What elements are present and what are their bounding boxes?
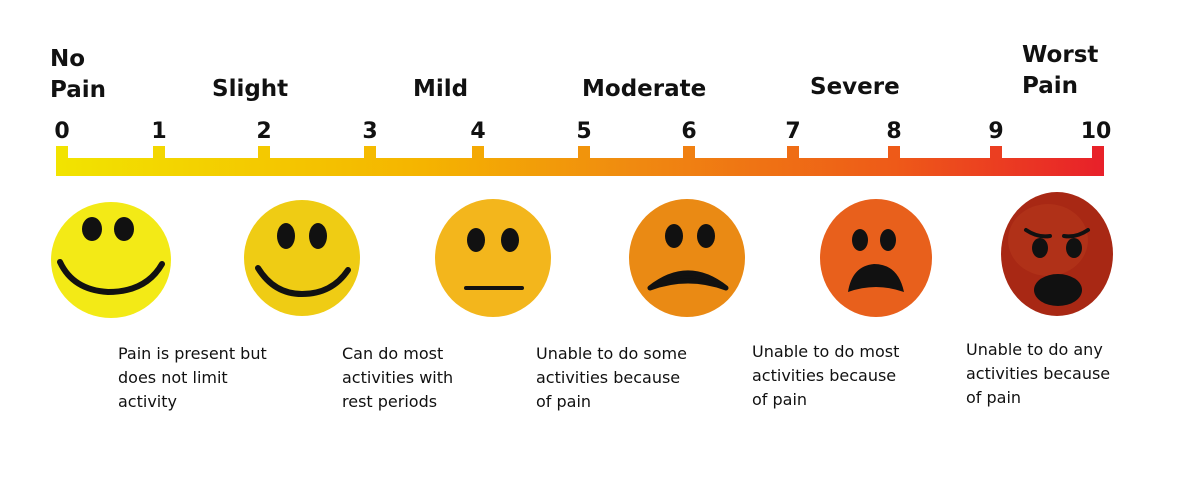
eyebrow-left xyxy=(1024,228,1052,239)
eye-right xyxy=(309,223,327,249)
scale-tick-1 xyxy=(153,146,165,160)
neutral-face xyxy=(435,199,551,317)
level-label-line: Pain xyxy=(50,77,107,103)
eye-right xyxy=(697,224,715,248)
scale-tick-6 xyxy=(683,146,695,160)
eye-left xyxy=(467,228,485,252)
face-shade xyxy=(1008,204,1088,276)
eye-left xyxy=(665,224,683,248)
mouth xyxy=(1034,274,1082,306)
face-circle xyxy=(435,199,551,317)
scale-tick-0 xyxy=(56,146,68,160)
level-label-line: Pain xyxy=(1022,73,1079,99)
scale-number-6: 6 xyxy=(681,119,697,144)
eye-left xyxy=(82,217,102,241)
level-label-no-pain: No Pain xyxy=(50,44,106,106)
description-line: activities because xyxy=(752,366,897,385)
frown-face xyxy=(629,199,745,317)
scale-number-8: 8 xyxy=(886,119,902,144)
description-line: of pain xyxy=(966,388,1022,407)
scale-bar xyxy=(56,158,1104,176)
scale-number-9: 9 xyxy=(988,119,1004,144)
description-line: activities because xyxy=(536,368,681,387)
description-line: Unable to do some xyxy=(536,344,687,363)
mouth xyxy=(647,270,729,291)
scale-number-7: 7 xyxy=(785,119,801,144)
scale-number-5: 5 xyxy=(576,119,592,144)
scale-tick-5 xyxy=(578,146,590,160)
mouth xyxy=(57,259,165,296)
eye-left xyxy=(1032,238,1048,258)
level-label-line: No xyxy=(50,46,86,72)
scale-tick-8 xyxy=(888,146,900,160)
eye-right xyxy=(114,217,134,241)
smile-big-face xyxy=(51,202,171,318)
description-slight: Pain is present but does not limit activ… xyxy=(118,342,267,414)
description-line: activities with xyxy=(342,368,454,387)
scale-number-2: 2 xyxy=(256,119,272,144)
description-line: activities because xyxy=(966,364,1111,383)
eye-right xyxy=(1066,238,1082,258)
level-label-severe: Severe xyxy=(810,74,900,100)
description-worst: Unable to do any activities because of p… xyxy=(966,338,1110,410)
scale-tick-3 xyxy=(364,146,376,160)
description-severe: Unable to do most activities because of … xyxy=(752,340,899,412)
description-line: Unable to do any xyxy=(966,340,1103,359)
scale-ticks xyxy=(56,146,1104,160)
scale-tick-9 xyxy=(990,146,1002,160)
level-label-mild: Mild xyxy=(413,76,469,102)
eye-left xyxy=(277,223,295,249)
crying-face xyxy=(1001,192,1113,316)
mouth xyxy=(255,265,351,298)
sad-face xyxy=(820,199,932,317)
eye-right xyxy=(501,228,519,252)
description-line: activity xyxy=(118,392,177,411)
scale-tick-7 xyxy=(787,146,799,160)
description-line: of pain xyxy=(536,392,592,411)
level-label-moderate: Moderate xyxy=(582,76,707,102)
description-line: Can do most xyxy=(342,344,444,363)
scale-number-10: 10 xyxy=(1080,119,1112,144)
level-label-worst-pain: Worst Pain xyxy=(1022,40,1098,102)
description-line: does not limit xyxy=(118,368,228,387)
level-label-line: Worst xyxy=(1022,42,1099,68)
scale-number-0: 0 xyxy=(54,119,70,144)
mouth xyxy=(848,264,904,292)
description-moderate: Unable to do some activities because of … xyxy=(536,342,687,414)
smile-face xyxy=(244,200,360,316)
description-line: Pain is present but xyxy=(118,344,267,363)
face-circle xyxy=(820,199,932,317)
description-mild: Can do most activities with rest periods xyxy=(342,342,453,414)
eyebrow-right xyxy=(1062,228,1090,239)
face-circle xyxy=(629,199,745,317)
scale-number-4: 4 xyxy=(470,119,486,144)
level-label-slight: Slight xyxy=(212,76,289,102)
description-line: rest periods xyxy=(342,392,438,411)
scale-tick-2 xyxy=(258,146,270,160)
description-line: Unable to do most xyxy=(752,342,900,361)
scale-number-3: 3 xyxy=(362,119,378,144)
scale-tick-10 xyxy=(1092,146,1104,160)
face-circle xyxy=(244,200,360,316)
scale-number-1: 1 xyxy=(151,119,167,144)
description-line: of pain xyxy=(752,390,808,409)
eye-right xyxy=(880,229,896,251)
face-circle xyxy=(51,202,171,318)
eye-left xyxy=(852,229,868,251)
scale-tick-4 xyxy=(472,146,484,160)
